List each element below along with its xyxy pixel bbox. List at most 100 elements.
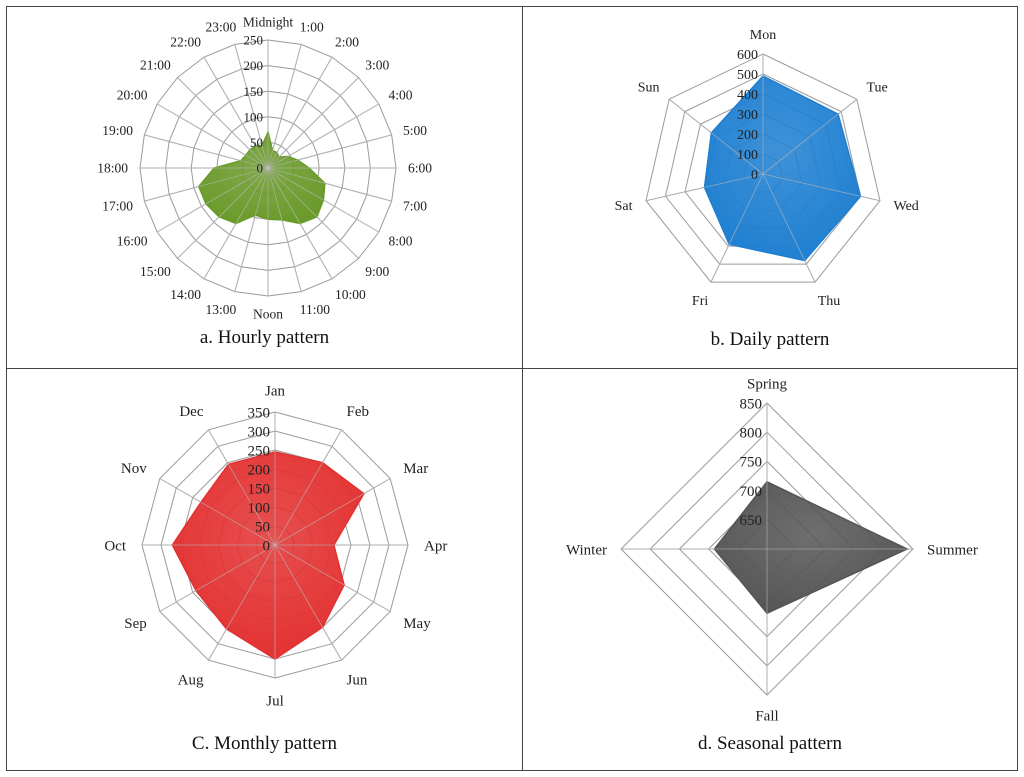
- axis-label-15-00: 15:00: [140, 264, 171, 279]
- axis-label-16-00: 16:00: [117, 234, 148, 249]
- spoke-overlay: [177, 167, 269, 259]
- series-area: [703, 75, 862, 262]
- spoke-overlay: [267, 167, 302, 292]
- spoke-overlay: [267, 167, 333, 280]
- spoke-overlay: [156, 103, 269, 169]
- tick-label-350: 350: [248, 405, 271, 421]
- spoke-overlay: [234, 167, 269, 292]
- tick-label-100: 100: [737, 148, 758, 163]
- axis-label-feb: Feb: [347, 404, 370, 420]
- axis-label-6-00: 6:00: [408, 161, 432, 176]
- axis-label-8-00: 8:00: [388, 234, 412, 249]
- spoke-overlay: [267, 134, 392, 169]
- spoke-overlay: [267, 103, 380, 169]
- spoke-overlay: [208, 429, 276, 546]
- panel-seasonal: Spring Summer Fall Winter 650 700 750 800 850 d.…: [522, 368, 1018, 771]
- tick-label-100: 100: [244, 109, 264, 124]
- axis-label-7-00: 7:00: [403, 199, 427, 214]
- daily-radar-chart: Mon Tue Wed Thu Fri Sat Sun 0 100 200 300 400 500 600: [615, 28, 919, 309]
- axis-label-4-00: 4:00: [388, 88, 412, 103]
- tick-label-750: 750: [740, 455, 763, 471]
- tick-label-150: 150: [244, 84, 264, 99]
- tick-label-50: 50: [250, 135, 263, 150]
- axis-label-sat: Sat: [615, 199, 633, 214]
- tick-label-0: 0: [263, 538, 271, 554]
- spoke-overlay: [203, 167, 269, 280]
- axis-label-midnight: Midnight: [243, 15, 294, 30]
- tick-label-150: 150: [248, 481, 271, 497]
- spoke-overlay: [274, 544, 342, 661]
- axis-label-nov: Nov: [121, 461, 147, 477]
- axis-label-18-00: 18:00: [97, 161, 128, 176]
- tick-label-600: 600: [737, 48, 758, 63]
- spoke-overlay: [144, 167, 269, 202]
- axis-label-jun: Jun: [347, 672, 368, 688]
- axis-label-sun: Sun: [638, 81, 660, 96]
- axis-label-1-00: 1:00: [300, 20, 324, 35]
- axis-label-19-00: 19:00: [102, 123, 133, 138]
- spoke-overlay: [156, 167, 269, 233]
- axis-label-fall: Fall: [755, 708, 778, 724]
- spoke-overlay: [159, 478, 276, 546]
- grid-ring: [645, 53, 881, 283]
- axis-label-17-00: 17:00: [102, 199, 133, 214]
- tick-label-0: 0: [751, 168, 758, 183]
- axis-label-3-00: 3:00: [365, 57, 389, 72]
- spoke-overlay: [668, 98, 764, 175]
- axis-label-9-00: 9:00: [365, 264, 389, 279]
- spoke-overlay: [762, 173, 816, 283]
- tick-label-650: 650: [740, 513, 763, 529]
- spoke-overlay: [267, 167, 380, 233]
- spoke-overlay: [267, 77, 359, 169]
- tick-label-200: 200: [737, 128, 758, 143]
- axis-label-fri: Fri: [692, 294, 708, 309]
- seasonal-radar-chart: Spring Summer Fall Winter 650 700 750 800 850: [566, 376, 978, 724]
- axis-label-23-00: 23:00: [205, 20, 236, 35]
- spoke-overlay: [274, 429, 342, 546]
- spoke-overlay: [267, 44, 302, 169]
- spoke-overlay: [203, 56, 269, 169]
- spoke-overlay: [274, 478, 391, 546]
- axis-label-oct: Oct: [104, 538, 126, 554]
- axis-label-20-00: 20:00: [117, 88, 148, 103]
- spoke-overlay: [762, 173, 881, 202]
- spoke-overlay: [208, 544, 276, 661]
- tick-label-250: 250: [244, 33, 264, 48]
- axis-label-5-00: 5:00: [403, 123, 427, 138]
- axis-label-2-00: 2:00: [335, 34, 359, 49]
- axis-label-jul: Jul: [266, 693, 284, 709]
- tick-label-800: 800: [740, 425, 763, 441]
- panel-monthly: Jan Feb Mar Apr May Jun Jul Aug Sep Oct Nov Dec 0 50 1…: [6, 368, 523, 771]
- axis-label-apr: Apr: [424, 538, 447, 554]
- tick-label-700: 700: [740, 484, 763, 500]
- tick-label-500: 500: [737, 68, 758, 83]
- spoke-overlay: [710, 173, 764, 283]
- panel-seasonal-caption: d. Seasonal pattern: [697, 733, 843, 754]
- axis-label-22-00: 22:00: [170, 34, 201, 49]
- axis-label-wed: Wed: [893, 199, 918, 214]
- axis-label-winter: Winter: [566, 542, 607, 558]
- tick-label-850: 850: [740, 396, 763, 412]
- spoke-overlay: [267, 56, 333, 169]
- spoke-overlay: [762, 98, 858, 175]
- panel-hourly-caption: a. Hourly pattern: [199, 327, 330, 348]
- hourly-radar-chart: Midnight 1:00 2:00 3:00 4:00 5:00 6:00 7:00 8:00…: [97, 15, 432, 322]
- axis-label-spring: Spring: [747, 376, 788, 392]
- tick-label-300: 300: [248, 424, 271, 440]
- tick-label-300: 300: [737, 108, 758, 123]
- tick-label-200: 200: [248, 462, 271, 478]
- spoke-overlay: [234, 44, 269, 169]
- monthly-radar-chart: Jan Feb Mar Apr May Jun Jul Aug Sep Oct Nov Dec 0 50 1…: [104, 383, 447, 709]
- tick-label-400: 400: [737, 88, 758, 103]
- panel-hourly: Midnight 1:00 2:00 3:00 4:00 5:00 6:00 7:00 8:00…: [6, 6, 523, 369]
- axis-label-sep: Sep: [124, 616, 147, 632]
- axis-label-14-00: 14:00: [170, 287, 201, 302]
- spoke-overlay: [177, 77, 269, 169]
- series-area: [713, 480, 909, 615]
- tick-label-0: 0: [257, 161, 264, 176]
- tick-label-200: 200: [244, 58, 264, 73]
- axis-label-may: May: [403, 616, 431, 632]
- tick-label-100: 100: [248, 500, 271, 516]
- axis-label-jan: Jan: [265, 383, 285, 399]
